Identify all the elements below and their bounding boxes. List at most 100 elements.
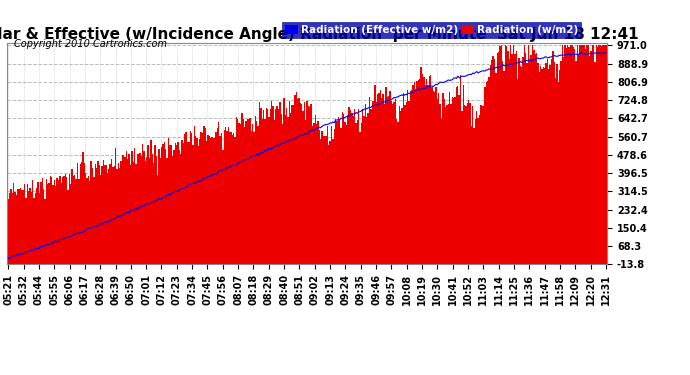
Bar	[291, 105, 293, 264]
Bar	[264, 119, 266, 264]
Bar	[473, 128, 475, 264]
Bar	[97, 161, 99, 264]
Bar	[395, 99, 396, 264]
Bar	[26, 198, 27, 264]
Bar	[81, 162, 82, 264]
Bar	[99, 165, 100, 264]
Bar	[63, 176, 65, 264]
Bar	[9, 194, 10, 264]
Bar	[262, 119, 263, 264]
Bar	[266, 108, 267, 264]
Bar	[275, 108, 277, 264]
Bar	[141, 156, 142, 264]
Bar	[489, 77, 490, 264]
Bar	[286, 108, 287, 264]
Bar	[539, 72, 540, 264]
Bar	[173, 150, 175, 264]
Bar	[484, 87, 486, 264]
Bar	[284, 98, 285, 264]
Bar	[66, 177, 68, 264]
Bar	[602, 45, 604, 264]
Bar	[104, 165, 106, 264]
Bar	[305, 120, 306, 264]
Bar	[414, 81, 415, 264]
Bar	[396, 119, 397, 264]
Bar	[580, 45, 581, 264]
Bar	[37, 182, 39, 264]
Bar	[388, 96, 389, 264]
Bar	[126, 151, 127, 264]
Bar	[347, 115, 348, 264]
Bar	[498, 52, 500, 264]
Bar	[134, 148, 135, 264]
Bar	[68, 190, 69, 264]
Bar	[587, 45, 589, 264]
Bar	[431, 87, 433, 264]
Bar	[357, 120, 358, 264]
Bar	[533, 50, 535, 264]
Bar	[503, 71, 504, 264]
Bar	[594, 62, 595, 264]
Bar	[225, 127, 226, 264]
Bar	[127, 159, 128, 264]
Bar	[556, 64, 558, 264]
Bar	[239, 123, 240, 264]
Bar	[233, 133, 235, 264]
Bar	[51, 177, 52, 264]
Bar	[14, 192, 16, 264]
Bar	[181, 140, 183, 264]
Bar	[228, 127, 229, 264]
Bar	[159, 158, 161, 264]
Bar	[540, 66, 542, 264]
Bar	[85, 172, 86, 264]
Bar	[130, 165, 131, 264]
Bar	[423, 77, 424, 264]
Bar	[422, 74, 423, 264]
Bar	[250, 131, 252, 264]
Bar	[90, 161, 92, 264]
Bar	[434, 92, 435, 264]
Bar	[385, 87, 386, 264]
Bar	[101, 166, 103, 264]
Bar	[377, 94, 378, 264]
Bar	[304, 102, 305, 264]
Bar	[115, 148, 116, 264]
Bar	[445, 107, 446, 264]
Bar	[199, 139, 200, 264]
Bar	[281, 114, 282, 264]
Bar	[427, 85, 428, 264]
Bar	[457, 86, 458, 264]
Bar	[528, 45, 529, 264]
Bar	[23, 190, 24, 264]
Bar	[465, 106, 466, 264]
Bar	[549, 65, 551, 264]
Bar	[170, 146, 172, 264]
Text: Copyright 2010 Cartronics.com: Copyright 2010 Cartronics.com	[14, 39, 167, 50]
Bar	[542, 69, 543, 264]
Bar	[278, 109, 279, 264]
Bar	[61, 183, 62, 264]
Bar	[13, 183, 14, 264]
Bar	[120, 161, 121, 264]
Bar	[399, 106, 400, 264]
Bar	[203, 126, 204, 264]
Bar	[490, 65, 491, 264]
Bar	[83, 163, 85, 264]
Bar	[131, 151, 132, 264]
Bar	[453, 98, 455, 264]
Bar	[393, 102, 395, 264]
Bar	[322, 131, 323, 264]
Bar	[522, 57, 524, 264]
Bar	[476, 111, 477, 264]
Bar	[417, 80, 419, 264]
Bar	[590, 51, 591, 264]
Bar	[19, 189, 20, 264]
Bar	[290, 113, 291, 264]
Bar	[221, 133, 222, 264]
Bar	[96, 168, 97, 264]
Bar	[400, 111, 402, 264]
Bar	[135, 164, 137, 264]
Bar	[373, 102, 374, 264]
Bar	[191, 133, 193, 264]
Bar	[161, 147, 162, 264]
